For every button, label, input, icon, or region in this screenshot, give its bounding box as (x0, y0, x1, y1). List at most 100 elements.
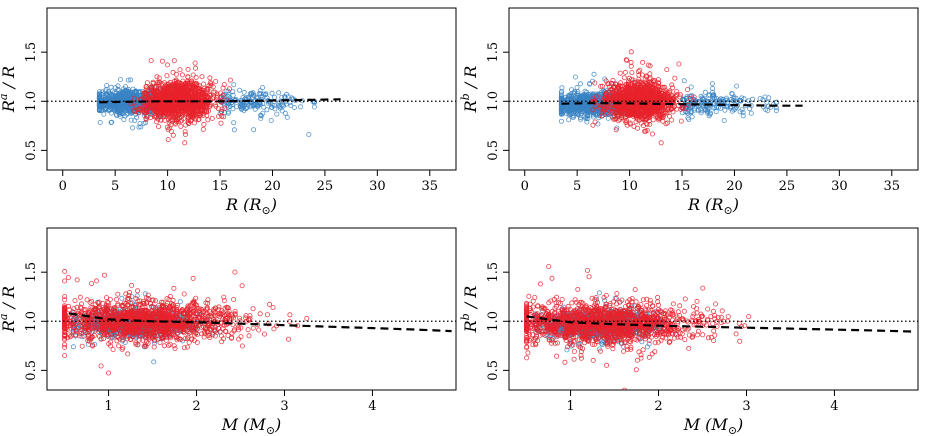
blue-point (688, 84, 694, 90)
red-point (213, 103, 219, 109)
red-point (618, 96, 624, 102)
red-point (187, 94, 193, 100)
blue-point (713, 109, 719, 115)
blue-point (224, 102, 230, 108)
red-point (167, 86, 173, 92)
blue-point (757, 96, 763, 102)
blue-point (241, 89, 247, 95)
red-point (635, 69, 641, 75)
red-point (594, 93, 600, 99)
red-point (211, 94, 217, 100)
blue-point (729, 108, 735, 114)
x-tick-label: 25 (317, 179, 334, 194)
blue-point (258, 115, 264, 121)
blue-point (113, 90, 119, 96)
red-point (674, 89, 680, 95)
red-point (164, 73, 170, 79)
red-point (172, 121, 178, 127)
red-point (142, 94, 148, 100)
red-point (685, 102, 691, 108)
red-point (142, 109, 148, 115)
blue-point (240, 95, 246, 101)
blue-point (733, 95, 739, 101)
blue-point (708, 110, 714, 116)
red-point (136, 106, 142, 112)
blue-point (607, 111, 613, 117)
blue-point (572, 90, 578, 96)
blue-point (147, 111, 153, 117)
blue-point (695, 107, 701, 113)
blue-point (119, 111, 125, 117)
red-point (148, 84, 154, 90)
red-point (653, 108, 659, 114)
blue-point (96, 107, 102, 113)
x-axis-title: R (R⊙) (225, 195, 277, 217)
red-point (224, 97, 230, 103)
red-point (182, 86, 188, 92)
red-point (204, 112, 210, 118)
red-point (678, 118, 684, 124)
red-point (193, 80, 199, 86)
blue-point (574, 107, 580, 113)
red-point (618, 80, 624, 86)
red-point (660, 115, 666, 121)
red-point (617, 91, 623, 97)
red-point (628, 49, 634, 55)
red-point (678, 106, 684, 112)
red-point (664, 67, 670, 73)
blue-point (126, 86, 132, 92)
blue-point (714, 104, 720, 110)
red-point (617, 70, 623, 76)
red-point (194, 106, 200, 112)
blue-point (257, 102, 263, 108)
red-point (647, 63, 653, 69)
red-point (218, 120, 224, 126)
red-point (131, 95, 137, 101)
points-group (558, 49, 779, 146)
red-point (161, 106, 167, 112)
blue-point (247, 91, 253, 97)
blue-point (306, 131, 312, 137)
blue-point (231, 82, 237, 88)
blue-point (103, 87, 109, 93)
red-point (164, 62, 170, 68)
red-point (662, 84, 668, 90)
red-point (188, 106, 194, 112)
red-point (154, 74, 160, 80)
red-point (209, 115, 215, 121)
blue-point (773, 108, 779, 114)
red-point (188, 88, 194, 94)
red-point (176, 85, 182, 91)
blue-point (722, 107, 728, 113)
x-tick-label: 0 (59, 179, 67, 194)
blue-point (231, 127, 237, 133)
blue-point (276, 90, 282, 96)
blue-point (269, 90, 275, 96)
red-point (199, 74, 205, 80)
blue-point (584, 119, 590, 125)
red-point (636, 77, 642, 83)
red-point (213, 79, 219, 85)
red-point (191, 120, 197, 126)
red-point (650, 131, 656, 137)
red-point (130, 107, 136, 113)
red-point (218, 109, 224, 115)
red-point (592, 119, 598, 125)
red-point (195, 85, 201, 91)
red-point (131, 109, 137, 115)
red-point (214, 95, 220, 101)
red-point (621, 75, 627, 81)
red-point (615, 86, 621, 92)
blue-point (278, 102, 284, 108)
red-point (178, 124, 184, 130)
red-point (203, 104, 209, 110)
red-point (183, 122, 189, 128)
blue-point (698, 93, 704, 99)
red-point (157, 80, 163, 86)
red-point (670, 85, 676, 91)
blue-point (565, 104, 571, 110)
red-point (610, 77, 616, 83)
red-point (647, 76, 653, 82)
red-point (660, 95, 666, 101)
